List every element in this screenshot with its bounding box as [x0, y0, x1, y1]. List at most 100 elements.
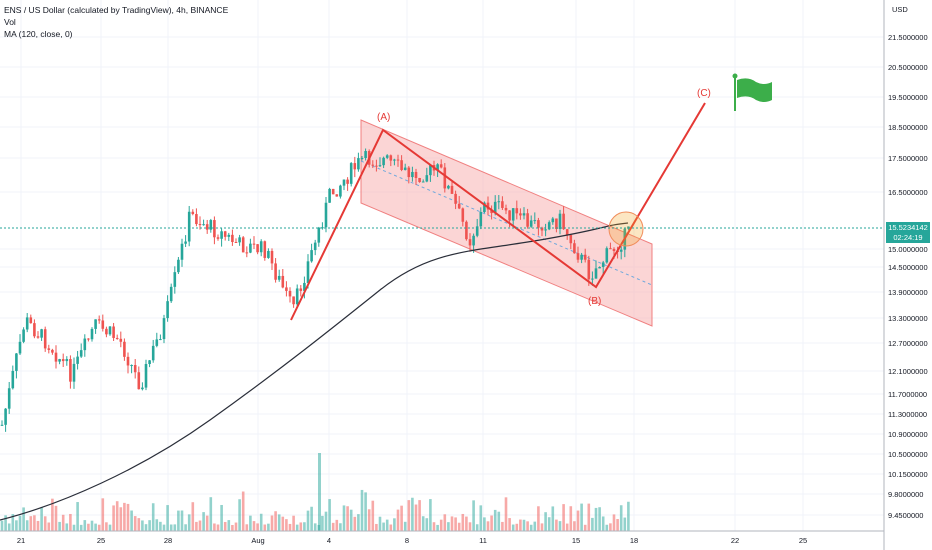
volume-bar	[436, 524, 439, 531]
volume-bar	[123, 502, 126, 531]
candle-body	[418, 177, 421, 183]
time-tick-label: 25	[97, 536, 105, 545]
candle-body	[29, 317, 33, 324]
volume-bar	[339, 523, 342, 531]
volume-bar	[299, 522, 303, 531]
volume-bar	[97, 524, 101, 531]
candle-body	[396, 159, 400, 161]
volume-bar	[306, 510, 310, 531]
volume-bar	[227, 520, 231, 531]
volume-bar	[274, 511, 277, 531]
time-tick-label: 28	[164, 536, 172, 545]
candle-body	[285, 287, 288, 291]
candle-body	[15, 353, 18, 371]
candle-body	[342, 179, 346, 186]
chart-legend: ENS / US Dollar (calculated by TradingVi…	[4, 4, 228, 40]
volume-bar	[457, 522, 461, 531]
volume-bar	[349, 509, 353, 531]
candlesticks	[0, 148, 630, 432]
time-tick-label: Aug	[251, 536, 264, 545]
volume-bar	[155, 519, 159, 531]
candle-body	[321, 227, 324, 229]
time-axis[interactable]: 21 25 28 Aug 4 8 11 15 18 22 25	[0, 530, 884, 545]
price-tick-label: 9.8000000	[888, 490, 923, 499]
time-tick-label: 25	[799, 536, 807, 545]
volume-bar	[270, 515, 274, 531]
candle-body	[324, 202, 328, 228]
volume-bar	[177, 510, 180, 531]
volume-bar	[318, 453, 321, 531]
volume-bar	[573, 521, 576, 531]
volume-legend[interactable]: Vol	[4, 17, 16, 27]
volume-bar	[551, 506, 555, 531]
volume-bar	[475, 524, 479, 531]
candle-body	[497, 201, 501, 203]
volume-bar	[616, 519, 619, 531]
volume-bar	[241, 491, 245, 531]
candle-body	[562, 213, 565, 230]
volume-bar	[191, 502, 195, 531]
volume-bar	[580, 503, 583, 531]
candle-body	[569, 235, 573, 244]
candle-body	[213, 220, 216, 238]
candle-body	[461, 208, 465, 222]
candle-body	[4, 408, 7, 425]
candle-body	[519, 213, 522, 216]
candle-body	[202, 224, 205, 226]
candle-body	[234, 241, 238, 243]
candle-body	[479, 211, 483, 227]
candle-body	[619, 249, 623, 252]
price-tick-label: 9.4500000	[888, 511, 923, 520]
volume-bar	[252, 521, 256, 531]
candle-body	[573, 243, 576, 254]
price-tick-label: 11.3000000	[888, 410, 927, 419]
volume-bar	[40, 507, 43, 531]
candle-body	[97, 319, 101, 321]
candle-body	[580, 254, 583, 260]
wave-label-b: (B)	[588, 296, 601, 307]
volume-bar	[429, 499, 432, 531]
volume-bar	[353, 516, 357, 531]
symbol-title[interactable]: ENS / US Dollar (calculated by TradingVi…	[4, 5, 229, 15]
candle-body	[220, 231, 223, 239]
ma-legend[interactable]: MA (120, close, 0)	[4, 29, 73, 39]
candle-body	[310, 250, 313, 262]
volume-bar	[245, 524, 249, 531]
volume-bar	[594, 507, 598, 531]
candle-body	[411, 171, 414, 178]
candle-body	[364, 151, 367, 158]
volume-bar	[25, 520, 29, 531]
candle-body	[443, 167, 447, 189]
flag-pole-top	[732, 73, 738, 79]
candle-body	[180, 243, 184, 260]
candle-body	[18, 341, 22, 354]
volume-bar	[519, 519, 522, 531]
candle-body	[252, 243, 256, 245]
candle-body	[331, 188, 335, 195]
price-tick-label: 10.9000000	[888, 430, 928, 439]
volume-bar	[0, 520, 4, 531]
candle-body	[270, 250, 274, 264]
candle-body	[299, 288, 303, 291]
volume-bar	[72, 524, 76, 531]
candle-body	[72, 363, 76, 382]
candle-body	[227, 234, 231, 237]
wave-line	[290, 102, 706, 321]
volume-bar	[468, 522, 472, 531]
volume-bar	[4, 515, 7, 531]
candle-body	[166, 301, 169, 319]
candle-body	[508, 210, 511, 221]
candle-body	[609, 248, 612, 250]
volume-bar	[490, 515, 493, 531]
candle-body	[328, 188, 331, 203]
volume-bar	[591, 517, 594, 531]
candle-body	[94, 319, 97, 329]
flag-cloth	[737, 78, 772, 102]
candle-body	[421, 181, 425, 183]
volume-bar	[461, 513, 465, 531]
candle-body	[349, 163, 353, 184]
candle-body	[173, 272, 177, 287]
candle-body	[137, 372, 141, 390]
